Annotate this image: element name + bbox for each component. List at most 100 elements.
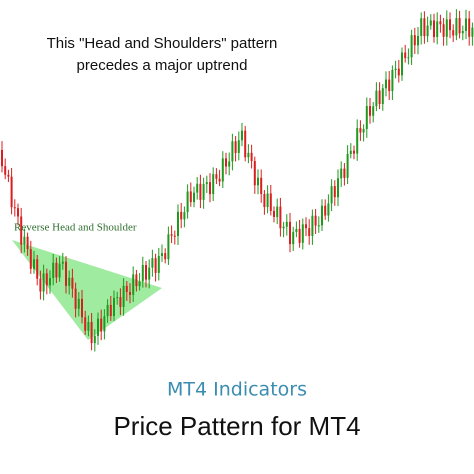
candle-body <box>13 207 16 209</box>
candle-body <box>135 274 138 287</box>
candle-body <box>388 79 391 92</box>
candle-body <box>397 68 400 76</box>
candle-body <box>177 211 179 237</box>
candle-body <box>452 30 455 36</box>
candle-body <box>353 150 355 154</box>
candle-body <box>442 24 445 37</box>
candle-body <box>266 193 269 208</box>
candle-body <box>148 267 151 280</box>
candle-body <box>394 68 397 71</box>
candle-body <box>129 291 131 295</box>
candle-body <box>81 298 83 318</box>
candle-body <box>250 152 253 162</box>
candle-body <box>196 183 199 193</box>
candle-body <box>228 161 231 167</box>
candle-body <box>237 140 240 153</box>
candle-body <box>461 30 464 34</box>
title: Price Pattern for MT4 <box>113 411 360 441</box>
candle-body <box>33 259 35 269</box>
candle-body <box>458 18 461 34</box>
candle-body <box>231 141 234 162</box>
candle-body <box>113 297 115 317</box>
candle-body <box>71 277 74 289</box>
candle-body <box>90 321 93 344</box>
candle-body <box>106 304 109 317</box>
candle-body <box>193 192 195 203</box>
candle-body <box>132 274 135 295</box>
candle-body <box>314 215 317 226</box>
candle-body <box>321 205 323 226</box>
candle-body <box>202 184 205 200</box>
candle-body <box>385 79 387 89</box>
candle-body <box>173 235 176 237</box>
candle-body <box>10 176 13 208</box>
candle-body <box>365 106 368 129</box>
candle-body <box>234 141 237 153</box>
candle-body <box>311 215 314 236</box>
candle-body <box>273 210 275 217</box>
candle-body <box>77 298 80 309</box>
candle-body <box>436 21 439 37</box>
candle-body <box>189 191 192 203</box>
candle-body <box>375 90 378 107</box>
candle-body <box>141 264 144 282</box>
candle-body <box>84 317 87 331</box>
candle-body <box>20 216 23 245</box>
candle-body <box>308 228 311 236</box>
candle-body <box>55 262 58 278</box>
candle-body <box>471 27 474 37</box>
candle-body <box>423 18 426 37</box>
candle-body <box>381 88 384 105</box>
candle-body <box>199 183 202 200</box>
candle-body <box>93 335 96 344</box>
pattern-label: Reverse Head and Shoulder <box>14 222 137 234</box>
candle-body <box>138 281 141 287</box>
candle-body <box>42 273 45 292</box>
candle-body <box>218 178 221 182</box>
candle-body <box>369 106 371 116</box>
candle-body <box>119 297 122 307</box>
candle-body <box>221 158 224 182</box>
candle-body <box>269 193 272 211</box>
candle-body <box>26 236 29 250</box>
candle-body <box>337 178 339 198</box>
candle-body <box>301 224 304 243</box>
caption-line: precedes a major uptrend <box>77 57 248 74</box>
candle-body <box>468 18 471 37</box>
candle-body <box>4 166 7 175</box>
candle-body <box>391 70 394 92</box>
candle-body <box>180 211 183 220</box>
candle-body <box>157 255 160 273</box>
candle-body <box>292 232 295 245</box>
candle-body <box>225 158 227 167</box>
candle-body <box>186 191 189 213</box>
candle-body <box>244 130 247 158</box>
candle-body <box>36 259 39 279</box>
candle-body <box>407 57 410 59</box>
candle-body <box>324 205 327 216</box>
candle-body <box>465 18 467 31</box>
subtitle: MT4 Indicators <box>167 379 307 401</box>
candle-body <box>276 206 279 217</box>
caption-line: This "Head and Shoulders" pattern <box>47 35 278 52</box>
candle-body <box>212 174 215 195</box>
candle-body <box>167 234 170 260</box>
candle-body <box>413 35 416 46</box>
candle-body <box>317 225 320 227</box>
candle-body <box>247 152 250 158</box>
candle-body <box>17 208 19 217</box>
candle-body <box>183 212 186 220</box>
candle-body <box>295 228 298 233</box>
candle-body <box>7 174 10 177</box>
candle-body <box>333 186 336 198</box>
candle-body <box>346 154 349 178</box>
candle-body <box>49 278 51 286</box>
pattern-triangle <box>12 240 162 340</box>
candle-body <box>116 297 119 299</box>
candle-body <box>125 285 128 292</box>
candle-body <box>282 226 285 229</box>
candle-body <box>61 261 64 264</box>
candle-body <box>372 106 375 116</box>
